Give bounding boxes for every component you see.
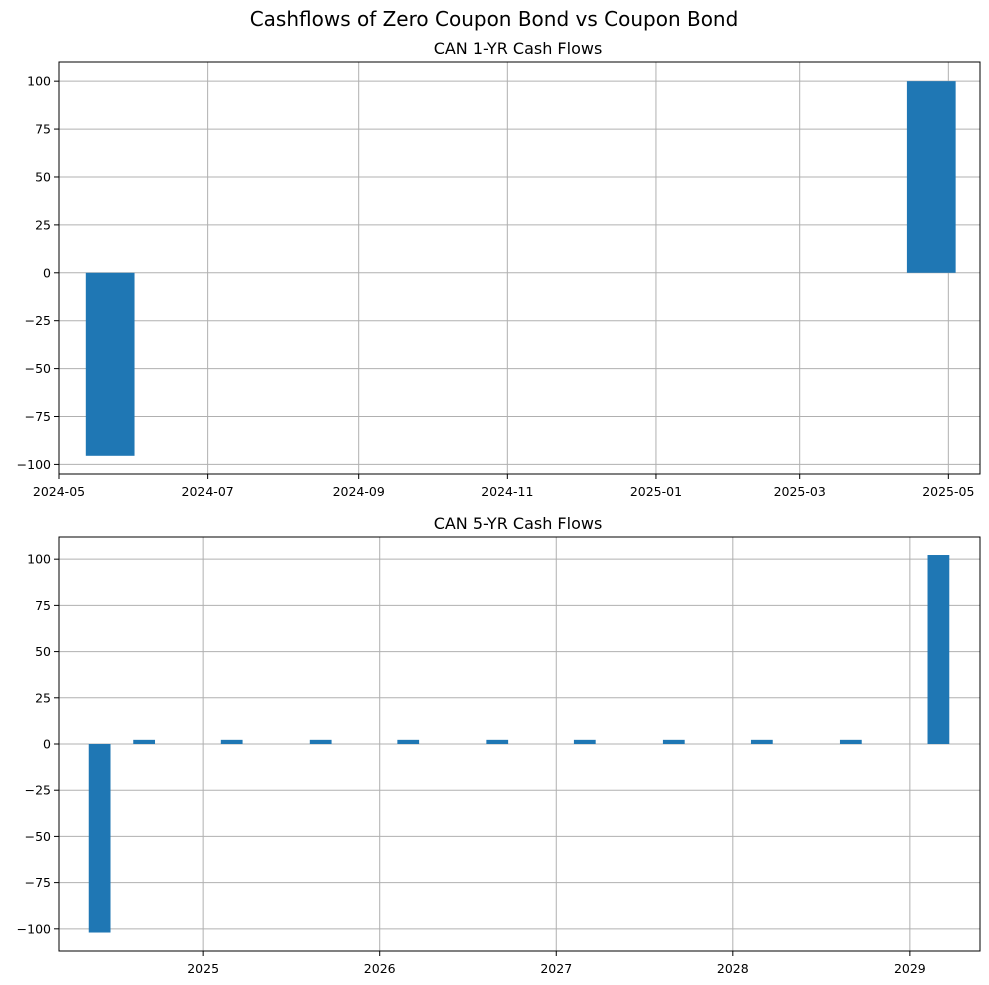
subplot-5yr-bars	[88, 555, 950, 933]
subplot-5yr-title: CAN 5-YR Cash Flows	[434, 514, 603, 533]
subplot-5yr-axes: 2025 2026 2027 2028 2029 −100 −75 −50 −25 0 25 50 75…	[17, 536, 981, 976]
x-tick-label: 2025-01	[630, 484, 682, 499]
subplot-1yr-bars	[85, 81, 956, 456]
bar	[927, 555, 950, 744]
bar	[85, 272, 135, 456]
x-tick-label: 2025-03	[774, 484, 826, 499]
y-tick-label: −25	[25, 313, 51, 328]
x-tick-label: 2028	[717, 961, 749, 976]
y-tick-label: −100	[17, 457, 51, 472]
bar	[486, 739, 509, 744]
y-tick-label: −50	[25, 829, 51, 844]
x-tick-label: 2024-09	[333, 484, 385, 499]
figure-suptitle: Cashflows of Zero Coupon Bond vs Coupon …	[250, 7, 739, 31]
bar	[220, 739, 243, 744]
x-tick-label: 2024-07	[182, 484, 234, 499]
y-tick-label: −75	[25, 409, 51, 424]
x-tick-label: 2024-05	[33, 484, 85, 499]
x-tick-label: 2024-11	[481, 484, 533, 499]
y-tick-label: 75	[35, 598, 51, 613]
subplot-1yr: 2024-05 2024-07 2024-09 2024-11 2025-01 2025-…	[17, 39, 981, 499]
subplot-1yr-grid	[58, 62, 980, 474]
axes-frame	[58, 536, 981, 952]
y-tick-label: 25	[35, 690, 51, 705]
y-tick-label: 50	[35, 169, 51, 184]
bar	[397, 739, 420, 744]
y-tick-label: −100	[17, 921, 51, 936]
y-tick-label: 0	[43, 265, 51, 280]
x-tick-label: 2026	[364, 961, 396, 976]
x-tick-label: 2025	[187, 961, 219, 976]
y-tick-label: 100	[27, 552, 51, 567]
x-tick-label: 2025-05	[922, 484, 974, 499]
y-tick-label: 0	[43, 737, 51, 752]
subplot-1yr-axes: 2024-05 2024-07 2024-09 2024-11 2025-01 2025-…	[17, 61, 981, 499]
axes-frame	[58, 61, 981, 475]
y-tick-label: −50	[25, 361, 51, 376]
bar	[662, 739, 685, 744]
y-tick-label: 50	[35, 644, 51, 659]
bar	[750, 739, 773, 744]
bar	[309, 739, 332, 744]
subplot-5yr: 2025 2026 2027 2028 2029 −100 −75 −50 −25 0 25 50 75…	[17, 514, 981, 976]
x-tick-label: 2029	[894, 961, 926, 976]
bar	[88, 744, 111, 933]
y-tick-label: 100	[27, 74, 51, 89]
bar	[906, 81, 956, 273]
y-tick-label: 75	[35, 122, 51, 137]
subplot-5yr-grid	[59, 537, 980, 951]
bar	[573, 739, 596, 744]
y-tick-label: 25	[35, 217, 51, 232]
y-tick-label: −25	[25, 783, 51, 798]
bar	[133, 739, 156, 744]
bar	[839, 739, 862, 744]
y-tick-label: −75	[25, 875, 51, 890]
x-tick-label: 2027	[540, 961, 572, 976]
subplot-1yr-title: CAN 1-YR Cash Flows	[434, 39, 603, 58]
